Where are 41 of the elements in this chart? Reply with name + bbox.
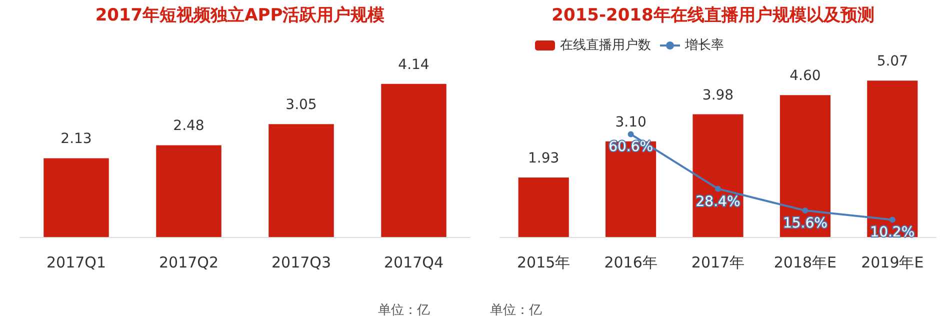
point: [889, 216, 896, 223]
data-label: 1.93: [528, 150, 560, 166]
bar: [268, 124, 334, 237]
legend-label: 增长率: [684, 37, 724, 53]
x-tick-label: 2015年: [517, 254, 570, 272]
chart-title: 2017年短视频独立APP活跃用户规模: [95, 6, 385, 26]
x-tick-label: 2018年E: [774, 254, 837, 272]
bar: [381, 84, 446, 237]
data-label: 3.05: [286, 97, 317, 114]
data-label: 15.6%: [782, 216, 828, 232]
bar: [518, 177, 569, 237]
bar: [156, 145, 222, 237]
bar: [780, 95, 830, 237]
data-label: 10.2%: [870, 224, 915, 241]
bar: [867, 80, 918, 237]
x-tick-label: 2017Q4: [384, 254, 444, 272]
x-tick-label: 2017Q2: [158, 254, 219, 272]
point: [628, 131, 634, 138]
x-tick-label: 2017Q3: [271, 254, 332, 272]
data-label: 28.4%: [696, 194, 740, 210]
bar: [44, 158, 109, 237]
text: 单位：亿: [490, 303, 542, 318]
data-label: 4.14: [398, 56, 430, 73]
bar: [606, 141, 656, 237]
data-label: 3.98: [702, 87, 734, 104]
point: [715, 186, 721, 192]
x-tick-label: 2017年: [691, 254, 745, 272]
legend-label: 在线直播用户数: [560, 38, 651, 53]
data-label: 2.48: [173, 118, 204, 134]
x-tick-label: 2017Q1: [46, 254, 106, 272]
data-label: 2.13: [60, 131, 92, 148]
point: [802, 208, 808, 214]
data-label: 60.6%: [608, 139, 654, 156]
text: 单位：亿: [378, 303, 430, 318]
chart-title: 2015-2018年在线直播用户规模以及预测: [552, 6, 874, 26]
x-tick-label: 2016年: [604, 254, 658, 272]
bar: [692, 114, 744, 237]
data-label: 3.10: [615, 114, 646, 130]
data-label: 4.60: [790, 68, 821, 84]
data-label: 5.07: [876, 54, 908, 70]
x-tick-label: 2019年E: [861, 254, 924, 272]
